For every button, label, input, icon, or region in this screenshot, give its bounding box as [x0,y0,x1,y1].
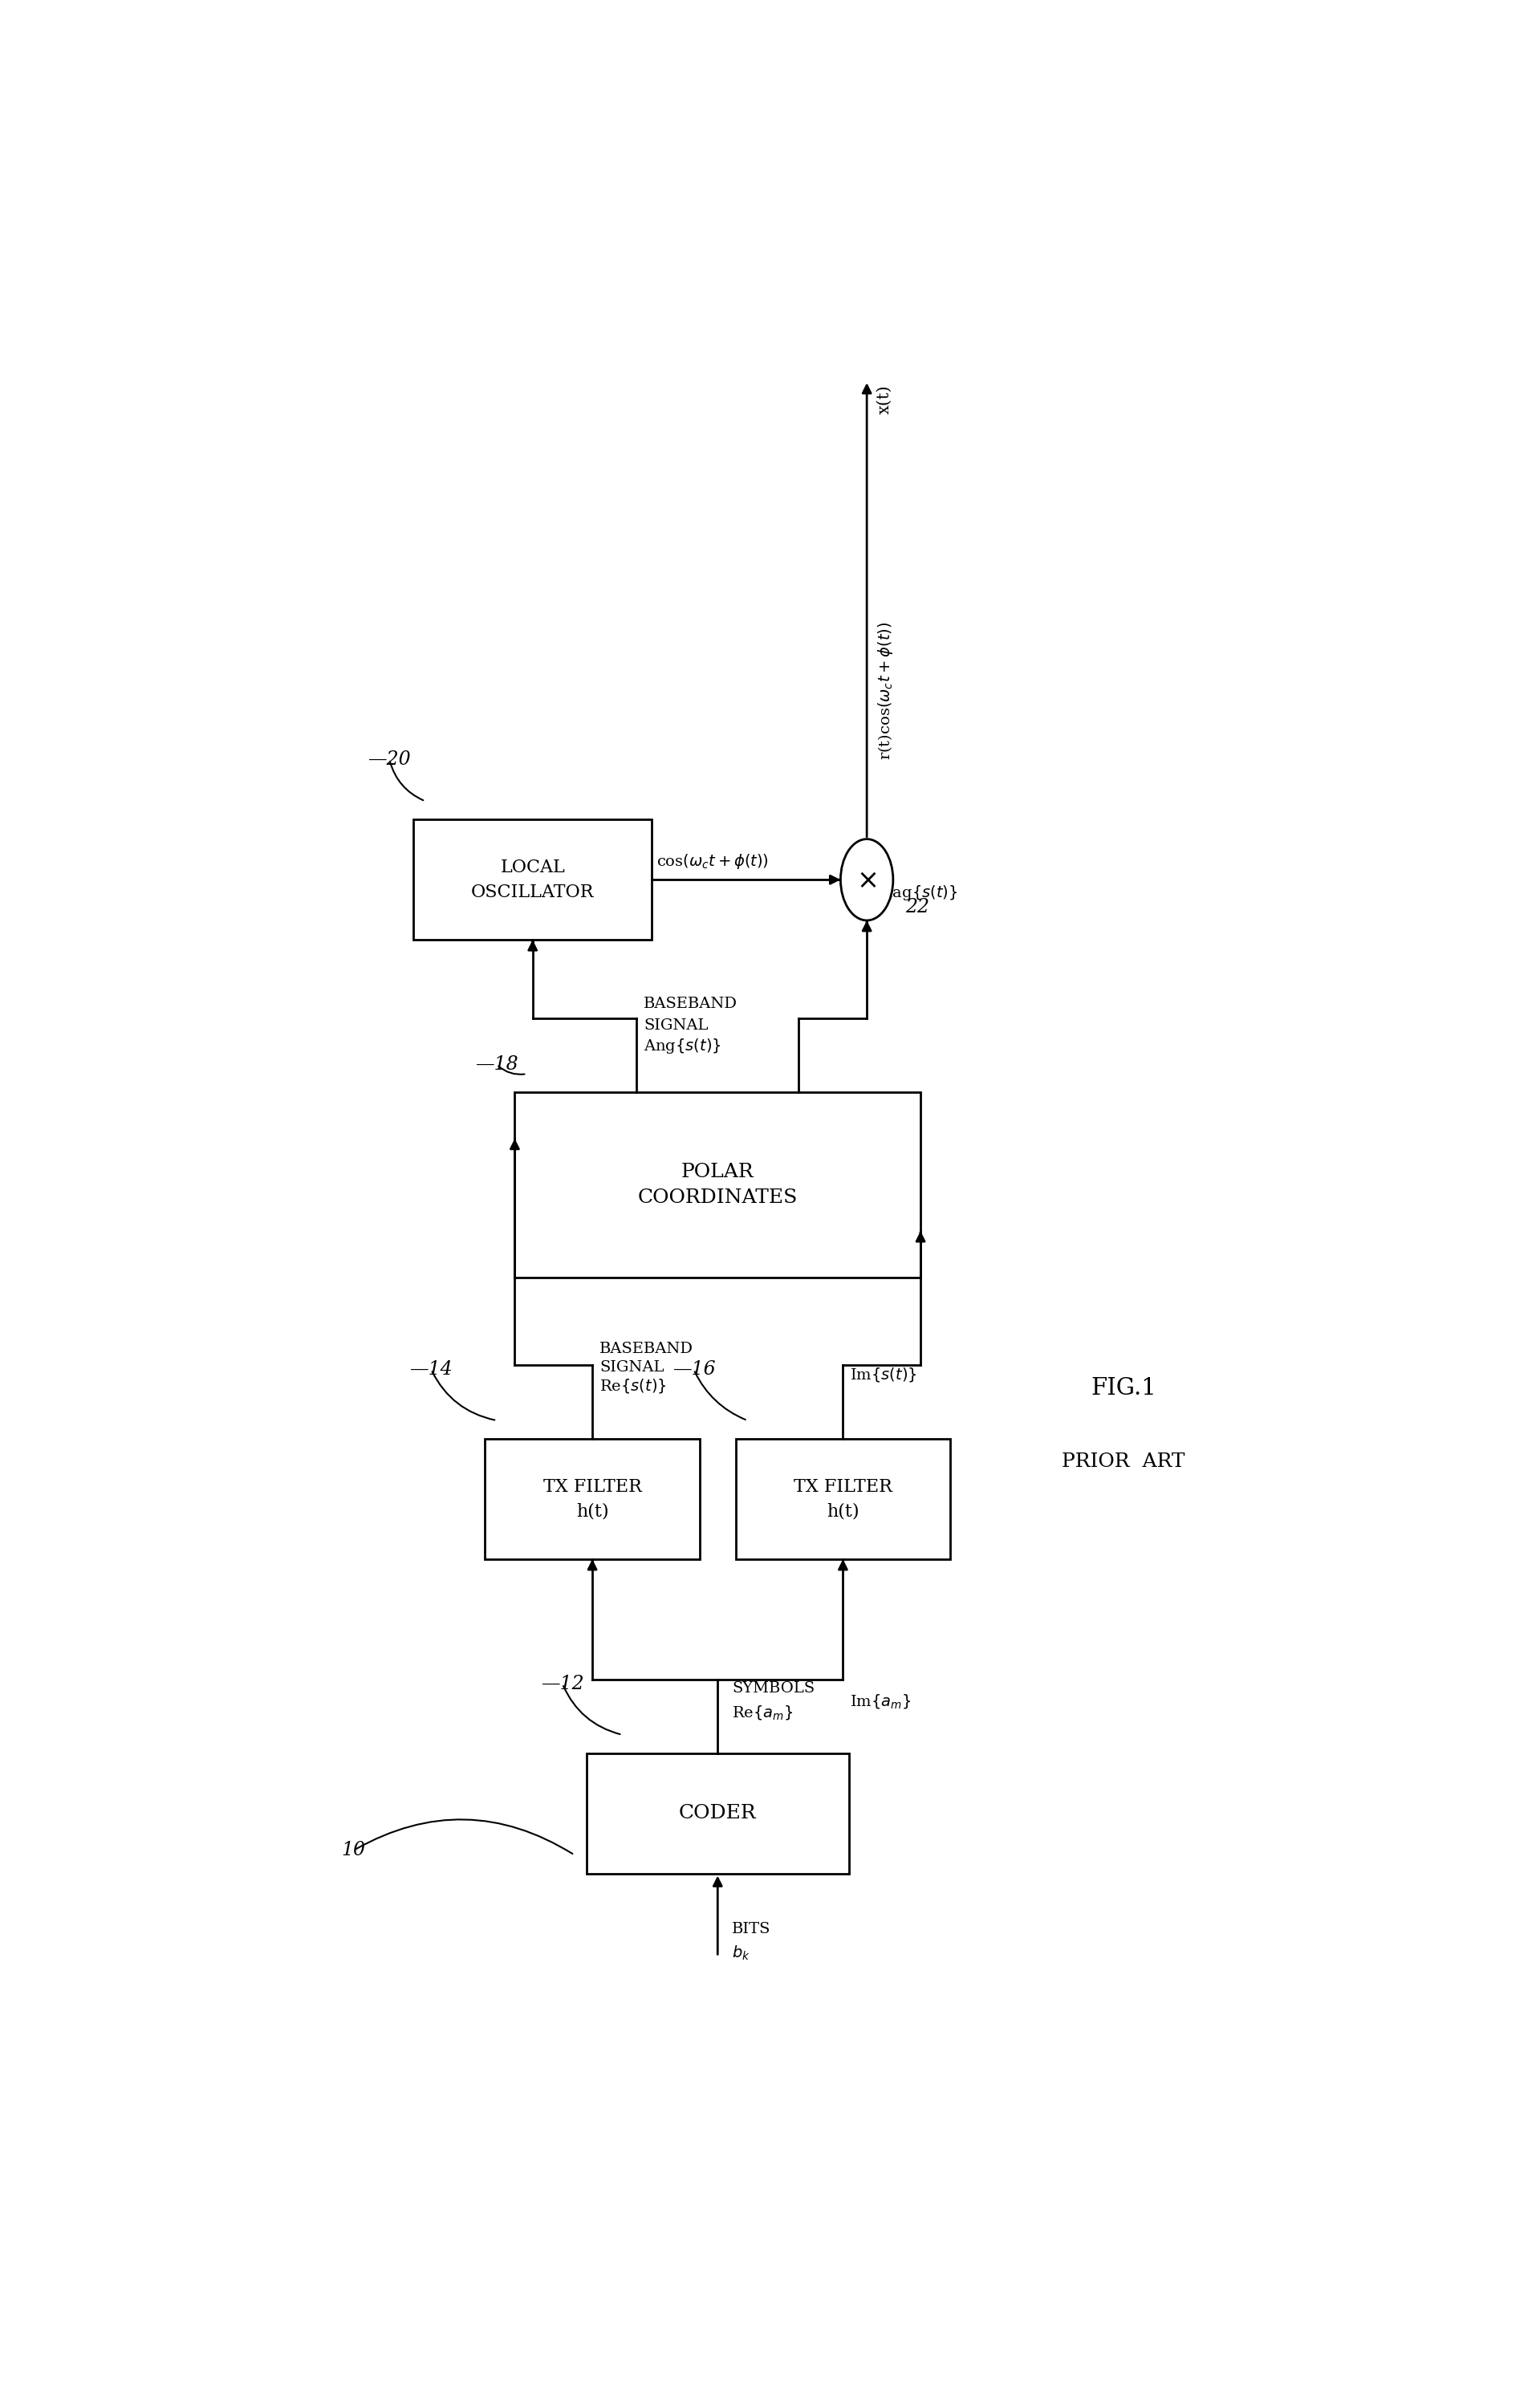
Text: Re$\{s(t)\}$: Re$\{s(t)\}$ [599,1376,667,1395]
Bar [413,819,651,939]
Text: 10: 10 [342,1842,365,1858]
Text: SYMBOLS: SYMBOLS [732,1681,815,1695]
Text: —12: —12 [541,1676,584,1693]
Text: Im$\{s(t)\}$: Im$\{s(t)\}$ [850,1366,918,1383]
Bar [587,1753,849,1873]
Text: —14: —14 [410,1361,453,1378]
Text: r(t)cos$(\omega_c t + \phi(t))$: r(t)cos$(\omega_c t + \phi(t))$ [876,622,895,761]
Text: $b_k$: $b_k$ [732,1945,750,1962]
Text: FIG.1: FIG.1 [1090,1376,1157,1400]
Text: BASEBAND: BASEBAND [644,996,738,1011]
Text: BASEBAND: BASEBAND [599,1342,693,1357]
Text: —16: —16 [673,1361,715,1378]
Text: Im$\{a_m\}$: Im$\{a_m\}$ [850,1693,912,1710]
Text: PRIOR  ART: PRIOR ART [1063,1453,1184,1472]
Text: 22: 22 [906,898,929,917]
Bar [485,1438,699,1558]
Text: POLAR
COORDINATES: POLAR COORDINATES [638,1162,798,1208]
Text: TX FILTER
h(t): TX FILTER h(t) [793,1479,892,1520]
Text: TX FILTER
h(t): TX FILTER h(t) [544,1479,642,1520]
Circle shape [841,838,893,920]
Text: —18: —18 [476,1056,519,1073]
Text: $\times$: $\times$ [856,867,876,893]
Text: cos$(\omega_c t + \phi(t))$: cos$(\omega_c t + \phi(t))$ [656,852,768,872]
Text: LOCAL
OSCILLATOR: LOCAL OSCILLATOR [471,860,594,900]
Text: SIGNAL: SIGNAL [644,1018,708,1032]
Text: SIGNAL: SIGNAL [599,1359,664,1373]
Text: Re$\{a_m\}$: Re$\{a_m\}$ [732,1705,793,1722]
Text: Ang$\{s(t)\}$: Ang$\{s(t)\}$ [644,1037,721,1056]
Bar [736,1438,950,1558]
Text: Mag$\{s(t)\}$: Mag$\{s(t)\}$ [876,884,958,903]
Text: BITS: BITS [732,1921,772,1935]
Text: CODER: CODER [679,1803,756,1822]
Text: x(t): x(t) [876,384,892,413]
Text: —20: —20 [368,752,411,768]
Bar [514,1092,921,1277]
